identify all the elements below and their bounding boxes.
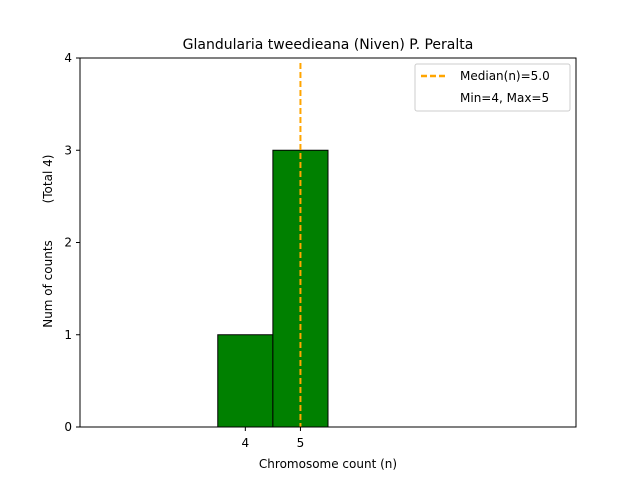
x-tick-label: 4 [242,436,250,450]
plot-area [107,63,549,428]
x-axis-label: Chromosome count (n) [259,457,397,471]
legend: Median(n)=5.0 Min=4, Max=5 [414,63,571,112]
histogram-bar-4 [217,334,274,428]
x-tick-label: 5 [297,436,305,450]
axis-ticks: 4 5 0 1 2 3 4 [64,51,304,450]
legend-median-label: Median(n)=5.0 [460,69,550,83]
chart-title: Glandularia tweedieana (Niven) P. Peralt… [183,37,474,53]
y-axis-label: Num of counts [41,240,55,328]
y-tick-label: 1 [64,328,72,342]
legend-range-label: Min=4, Max=5 [460,91,549,105]
y-tick-label: 2 [64,236,72,250]
y-tick-label: 4 [64,51,72,65]
y-axis-total-label: (Total 4) [41,155,55,204]
y-tick-label: 0 [64,420,72,434]
y-tick-label: 3 [64,143,72,157]
legend-box [414,63,571,112]
